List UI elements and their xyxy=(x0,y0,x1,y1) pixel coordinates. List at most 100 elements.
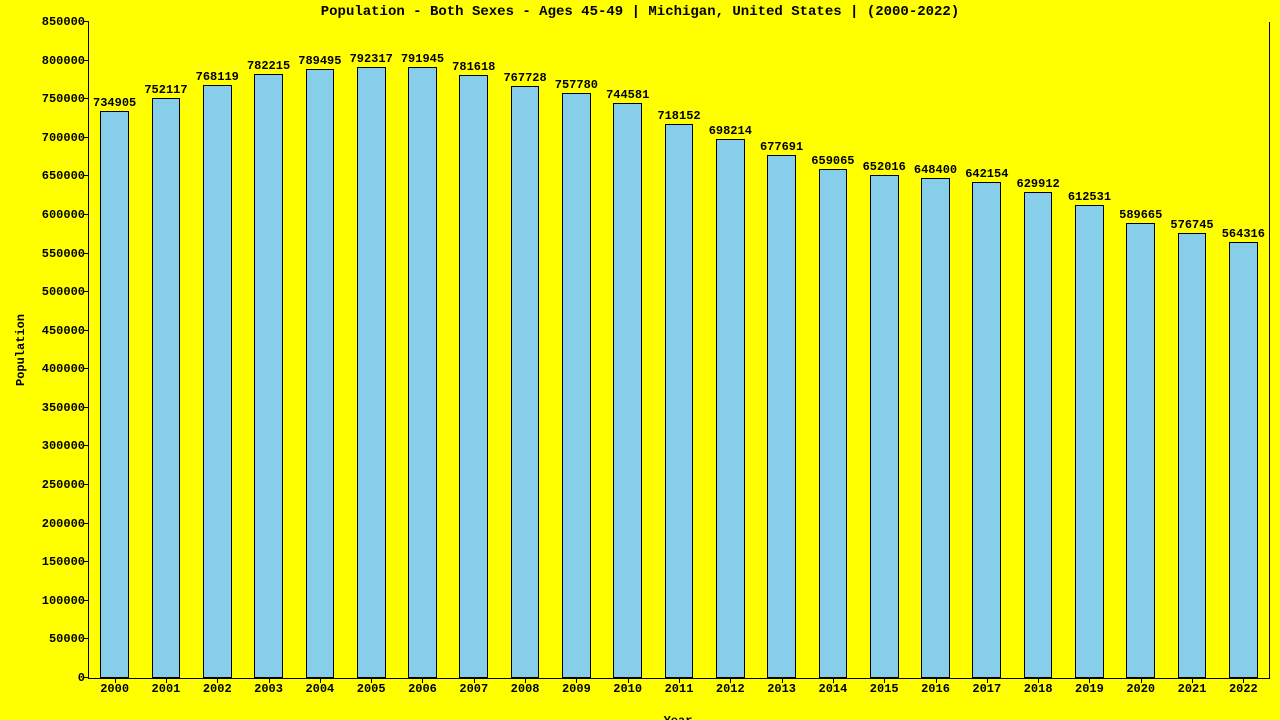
x-tick-label: 2013 xyxy=(767,682,796,696)
x-tick-mark xyxy=(884,678,885,683)
y-tick-label: 0 xyxy=(78,671,85,685)
x-tick-label: 2018 xyxy=(1024,682,1053,696)
x-tick-mark xyxy=(1038,678,1039,683)
y-tick-label: 250000 xyxy=(42,478,85,492)
bar xyxy=(254,74,283,678)
x-tick-label: 2016 xyxy=(921,682,950,696)
bar xyxy=(716,139,745,678)
x-tick-label: 2022 xyxy=(1229,682,1258,696)
x-tick-mark xyxy=(1192,678,1193,683)
x-tick-label: 2005 xyxy=(357,682,386,696)
bar xyxy=(1126,223,1155,678)
chart-title: Population - Both Sexes - Ages 45-49 | M… xyxy=(0,4,1280,20)
bar-value-label: 792317 xyxy=(350,52,393,66)
y-tick-label: 800000 xyxy=(42,54,85,68)
x-tick-label: 2014 xyxy=(819,682,848,696)
x-tick-label: 2011 xyxy=(665,682,694,696)
y-tick-mark xyxy=(84,253,89,254)
bar-value-label: 564316 xyxy=(1222,227,1265,241)
y-tick-label: 350000 xyxy=(42,401,85,415)
bar xyxy=(665,124,694,678)
bar xyxy=(408,67,437,678)
bar xyxy=(1024,192,1053,678)
bar xyxy=(306,69,335,678)
bar-value-label: 612531 xyxy=(1068,190,1111,204)
y-tick-mark xyxy=(84,677,89,678)
x-tick-label: 2000 xyxy=(100,682,129,696)
x-tick-label: 2020 xyxy=(1126,682,1155,696)
bar-value-label: 698214 xyxy=(709,124,752,138)
bar xyxy=(819,169,848,678)
x-tick-label: 2002 xyxy=(203,682,232,696)
x-tick-mark xyxy=(166,678,167,683)
y-tick-mark xyxy=(84,291,89,292)
y-tick-mark xyxy=(84,21,89,22)
x-tick-mark xyxy=(525,678,526,683)
bar xyxy=(870,175,899,678)
x-tick-mark xyxy=(269,678,270,683)
y-tick-mark xyxy=(84,175,89,176)
x-tick-mark xyxy=(730,678,731,683)
x-tick-mark xyxy=(1141,678,1142,683)
x-tick-mark xyxy=(371,678,372,683)
x-tick-label: 2009 xyxy=(562,682,591,696)
x-tick-label: 2015 xyxy=(870,682,899,696)
bar xyxy=(767,155,796,678)
x-tick-mark xyxy=(115,678,116,683)
bar xyxy=(203,85,232,678)
bar-value-label: 642154 xyxy=(965,167,1008,181)
bar-value-label: 589665 xyxy=(1119,208,1162,222)
x-tick-label: 2021 xyxy=(1178,682,1207,696)
y-tick-mark xyxy=(84,330,89,331)
bar xyxy=(459,75,488,678)
y-tick-mark xyxy=(84,484,89,485)
x-tick-label: 2007 xyxy=(459,682,488,696)
y-tick-mark xyxy=(84,445,89,446)
y-tick-mark xyxy=(84,214,89,215)
x-tick-label: 2017 xyxy=(972,682,1001,696)
x-tick-mark xyxy=(628,678,629,683)
x-tick-mark xyxy=(936,678,937,683)
bar-value-label: 677691 xyxy=(760,140,803,154)
y-tick-label: 200000 xyxy=(42,517,85,531)
y-tick-mark xyxy=(84,98,89,99)
bar-value-label: 648400 xyxy=(914,163,957,177)
y-tick-label: 650000 xyxy=(42,169,85,183)
bar-value-label: 782215 xyxy=(247,59,290,73)
x-tick-mark xyxy=(833,678,834,683)
y-tick-label: 300000 xyxy=(42,439,85,453)
x-axis-label: Year xyxy=(664,714,693,720)
bar-value-label: 744581 xyxy=(606,88,649,102)
bar-value-label: 629912 xyxy=(1017,177,1060,191)
bar xyxy=(100,111,129,678)
y-axis-label: Population xyxy=(14,314,28,386)
y-tick-label: 400000 xyxy=(42,362,85,376)
y-tick-mark xyxy=(84,137,89,138)
y-tick-label: 450000 xyxy=(42,324,85,338)
y-tick-label: 500000 xyxy=(42,285,85,299)
x-tick-mark xyxy=(782,678,783,683)
bar xyxy=(152,98,181,678)
y-tick-mark xyxy=(84,523,89,524)
y-tick-label: 550000 xyxy=(42,247,85,261)
x-tick-mark xyxy=(1243,678,1244,683)
bar-value-label: 781618 xyxy=(452,60,495,74)
x-tick-mark xyxy=(320,678,321,683)
y-tick-mark xyxy=(84,368,89,369)
bar xyxy=(1075,205,1104,678)
bar-value-label: 768119 xyxy=(196,70,239,84)
y-tick-label: 850000 xyxy=(42,15,85,29)
bar-value-label: 734905 xyxy=(93,96,136,110)
y-tick-mark xyxy=(84,407,89,408)
y-tick-label: 100000 xyxy=(42,594,85,608)
y-tick-label: 150000 xyxy=(42,555,85,569)
x-tick-label: 2019 xyxy=(1075,682,1104,696)
bar-value-label: 752117 xyxy=(144,83,187,97)
y-tick-mark xyxy=(84,561,89,562)
x-tick-mark xyxy=(474,678,475,683)
bar xyxy=(562,93,591,678)
x-tick-label: 2004 xyxy=(305,682,334,696)
x-tick-mark xyxy=(422,678,423,683)
x-tick-label: 2012 xyxy=(716,682,745,696)
x-tick-label: 2001 xyxy=(152,682,181,696)
